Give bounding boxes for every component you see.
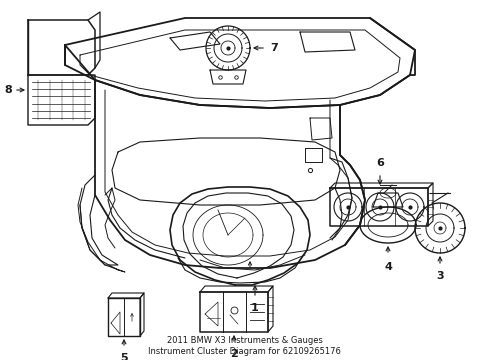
Text: 2: 2 bbox=[230, 349, 237, 359]
Text: 5: 5 bbox=[120, 353, 127, 360]
Text: 3: 3 bbox=[435, 271, 443, 281]
Text: 8: 8 bbox=[4, 85, 12, 95]
Text: 2011 BMW X3 Instruments & Gauges
Instrument Cluster Diagram for 62109265176: 2011 BMW X3 Instruments & Gauges Instrum… bbox=[148, 336, 340, 356]
Text: 4: 4 bbox=[383, 262, 391, 272]
Text: 6: 6 bbox=[375, 158, 383, 168]
Text: 1: 1 bbox=[251, 303, 258, 313]
Text: 7: 7 bbox=[269, 43, 277, 53]
